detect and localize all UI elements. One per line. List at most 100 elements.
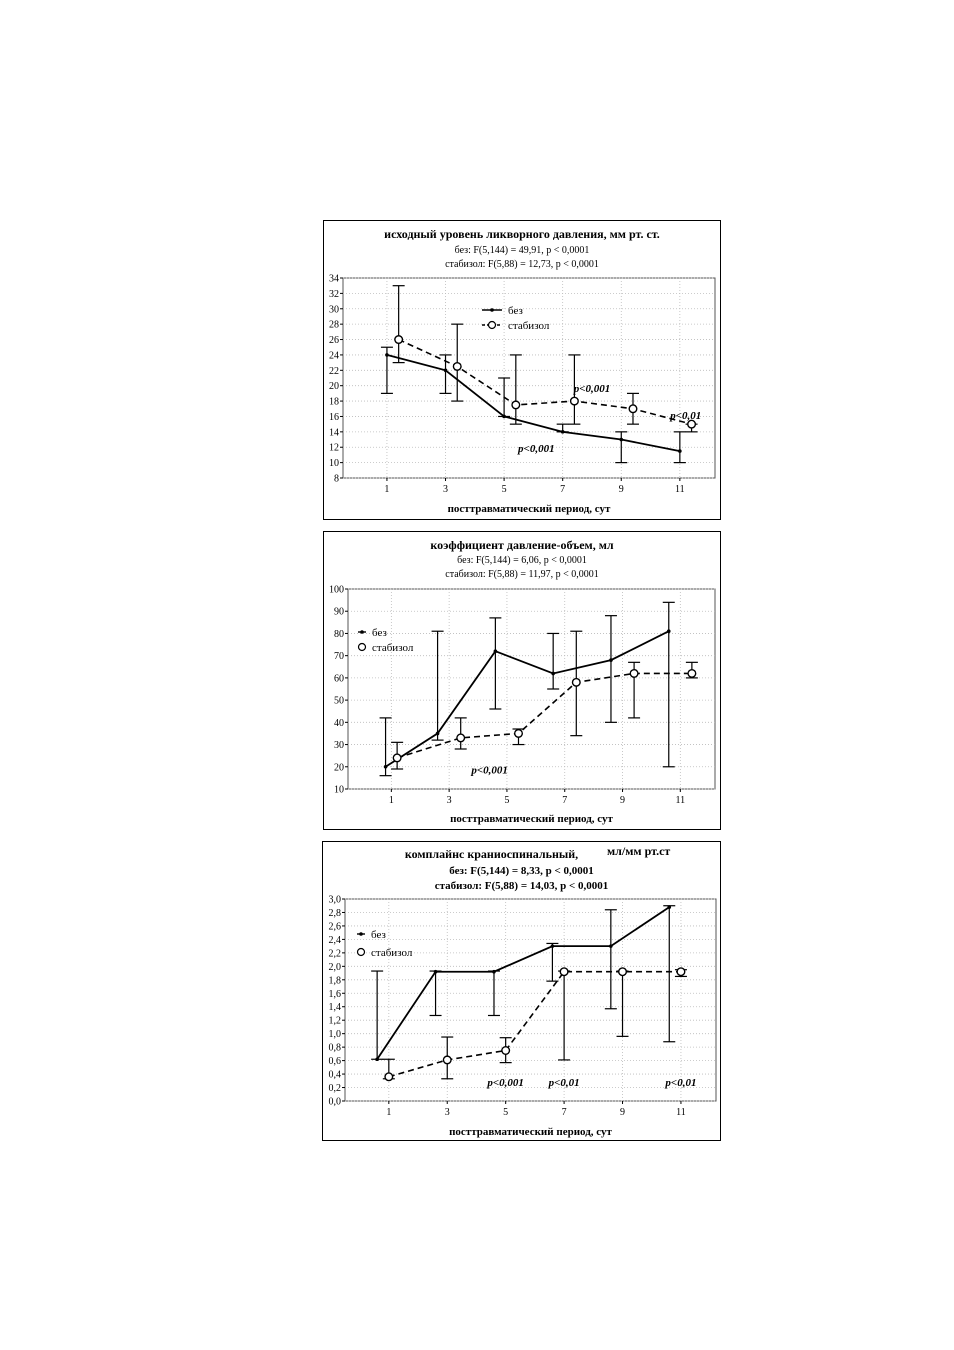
y-tick-label: 0,2 bbox=[329, 1083, 342, 1094]
x-tick-label: 9 bbox=[620, 795, 625, 806]
data-point bbox=[384, 1072, 394, 1082]
x-tick-label: 1 bbox=[384, 484, 389, 495]
y-tick-label: 1,2 bbox=[329, 1016, 342, 1027]
y-tick-label: 2,2 bbox=[329, 948, 342, 959]
y-tick-label: 18 bbox=[329, 397, 339, 408]
legend-label: без bbox=[508, 305, 523, 317]
chart-title: коэффициент давление-объем, мл bbox=[430, 538, 613, 552]
y-tick-label: 100 bbox=[329, 585, 344, 596]
chart-svg-pressure: исходный уровень ликворного давления, мм… bbox=[329, 227, 716, 515]
data-point bbox=[569, 396, 579, 406]
p-value-annotation: p<0,001 bbox=[486, 1077, 524, 1089]
series-line-без bbox=[386, 354, 681, 452]
data-point bbox=[550, 944, 555, 948]
legend-label: без bbox=[372, 627, 387, 639]
y-tick-label: 16 bbox=[329, 412, 339, 423]
data-point bbox=[609, 944, 613, 948]
data-point bbox=[560, 430, 565, 434]
legend-marker bbox=[360, 630, 364, 634]
y-tick-label: 20 bbox=[334, 762, 344, 773]
chart-stat-line: без: F(5,144) = 6,06, p < 0,0001 bbox=[457, 555, 587, 566]
y-tick-label: 0,8 bbox=[329, 1043, 342, 1054]
y-tick-label: 0,0 bbox=[329, 1097, 342, 1108]
x-tick-label: 7 bbox=[562, 795, 567, 806]
data-point bbox=[435, 731, 440, 736]
data-point bbox=[385, 353, 389, 357]
y-tick-label: 2,8 bbox=[329, 908, 342, 919]
y-tick-label: 90 bbox=[334, 607, 344, 618]
chart-stat-line: без: F(5,144) = 49,91, p < 0,0001 bbox=[455, 245, 590, 256]
chart-stat-line: стабизол: F(5,88) = 14,03, p < 0,0001 bbox=[435, 880, 609, 892]
data-point bbox=[629, 668, 639, 678]
x-tick-label: 11 bbox=[676, 795, 686, 806]
y-tick-label: 80 bbox=[334, 629, 344, 640]
data-point bbox=[394, 335, 404, 345]
y-tick-label: 0,4 bbox=[329, 1070, 342, 1081]
x-tick-label: 5 bbox=[504, 795, 509, 806]
data-point bbox=[571, 677, 581, 687]
y-tick-label: 34 bbox=[329, 274, 339, 285]
x-axis-label: посттравматический период, сут bbox=[450, 813, 613, 825]
y-tick-label: 30 bbox=[334, 740, 344, 751]
y-tick-label: 1,0 bbox=[329, 1029, 342, 1040]
data-point bbox=[628, 404, 638, 414]
data-point bbox=[443, 368, 448, 373]
legend-marker bbox=[359, 932, 363, 936]
plot-area bbox=[342, 277, 716, 479]
x-axis-label: посттравматический период, сут bbox=[448, 503, 611, 515]
x-tick-label: 5 bbox=[502, 484, 507, 495]
data-point bbox=[609, 658, 613, 662]
data-point bbox=[667, 905, 672, 909]
y-tick-label: 28 bbox=[329, 320, 339, 331]
y-tick-label: 14 bbox=[329, 427, 339, 438]
y-tick-label: 60 bbox=[334, 673, 344, 684]
series-line-стабизол bbox=[398, 338, 692, 425]
chart-panel-pressure: исходный уровень ликворного давления, мм… bbox=[323, 220, 721, 520]
data-point bbox=[392, 753, 402, 763]
series-line-без bbox=[376, 906, 670, 1060]
p-value-annotation: p<0,01 bbox=[548, 1077, 580, 1089]
data-point bbox=[687, 668, 697, 678]
series-line-без bbox=[385, 630, 670, 768]
chart-stat-line: стабизол: F(5,88) = 12,73, p < 0,0001 bbox=[445, 259, 599, 270]
chart-unit-label: мл/мм рт.ст bbox=[607, 844, 670, 858]
y-tick-label: 8 bbox=[334, 474, 339, 485]
data-point bbox=[383, 764, 388, 769]
y-tick-label: 10 bbox=[329, 458, 339, 469]
series-line-стабизол bbox=[396, 672, 692, 759]
x-tick-label: 1 bbox=[386, 1107, 391, 1118]
y-tick-label: 2,0 bbox=[329, 962, 342, 973]
data-point bbox=[618, 967, 628, 977]
y-tick-label: 12 bbox=[329, 443, 339, 454]
chart-panel-pvi: коэффициент давление-объем, мл без: F(5,1… bbox=[323, 531, 721, 830]
x-tick-label: 9 bbox=[620, 1107, 625, 1118]
x-tick-label: 5 bbox=[503, 1107, 508, 1118]
y-tick-label: 2,4 bbox=[329, 935, 342, 946]
legend-label: стабизол bbox=[372, 642, 414, 654]
data-point bbox=[452, 361, 462, 371]
data-point bbox=[456, 733, 466, 743]
y-tick-label: 10 bbox=[334, 785, 344, 796]
x-axis-label: посттравматический период, сут bbox=[449, 1126, 612, 1138]
data-point bbox=[375, 1057, 379, 1062]
data-point bbox=[433, 969, 438, 974]
y-tick-label: 1,8 bbox=[329, 975, 342, 986]
y-tick-label: 22 bbox=[329, 366, 339, 377]
y-tick-label: 2,6 bbox=[329, 921, 342, 932]
y-tick-label: 50 bbox=[334, 696, 344, 707]
data-point bbox=[502, 414, 506, 419]
x-tick-label: 9 bbox=[619, 484, 624, 495]
data-point bbox=[666, 629, 671, 634]
y-tick-label: 30 bbox=[329, 304, 339, 315]
legend-marker bbox=[357, 642, 367, 652]
data-point bbox=[619, 437, 624, 442]
data-point bbox=[493, 649, 498, 654]
x-tick-label: 11 bbox=[675, 484, 685, 495]
x-tick-label: 11 bbox=[676, 1107, 686, 1118]
chart-panel-compliance: комплайнс краниоспинальный, мл/мм рт.ст бе… bbox=[322, 841, 721, 1141]
chart-svg-pvi: коэффициент давление-объем, мл без: F(5,1… bbox=[329, 538, 716, 825]
legend-label: стабизол bbox=[371, 947, 413, 959]
p-value-annotation: p<0,001 bbox=[470, 764, 508, 776]
legend-label: без bbox=[371, 929, 386, 941]
plot-area bbox=[347, 588, 716, 790]
